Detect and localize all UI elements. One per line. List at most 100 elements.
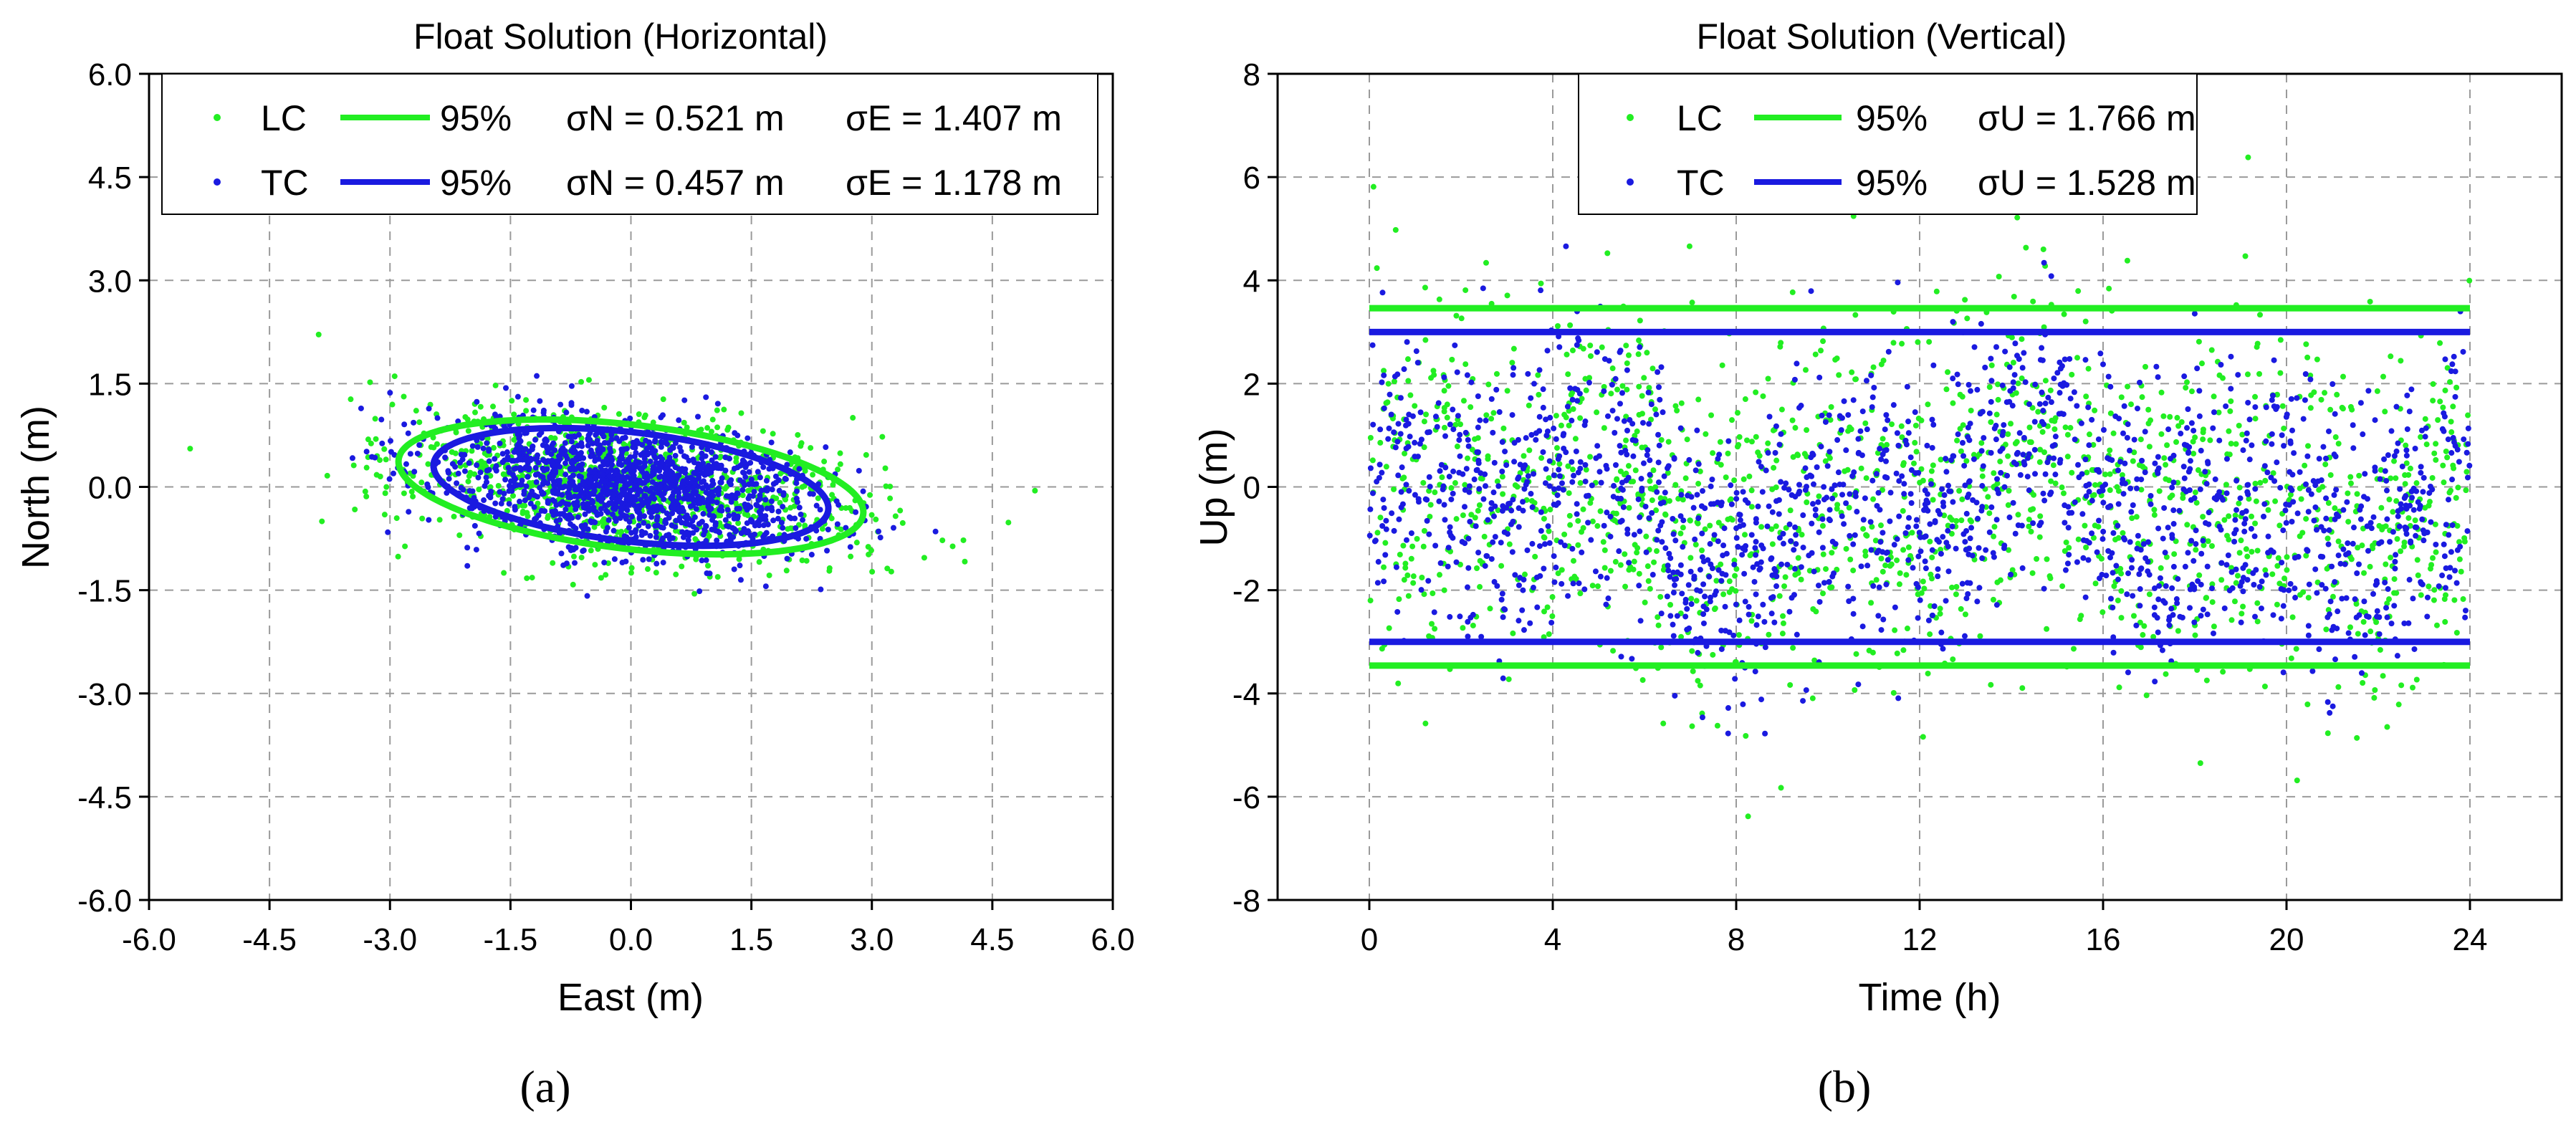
- point-a-tc: [717, 479, 724, 486]
- point-b-tc: [1803, 687, 1809, 694]
- point-a-lc: [490, 403, 497, 410]
- chart-a-ytick-label-4: 0.0: [88, 471, 132, 506]
- point-a-lc: [888, 568, 894, 575]
- point-b-tc: [1915, 469, 1922, 476]
- point-b-lc: [1636, 337, 1642, 344]
- point-b-tc: [2089, 416, 2095, 423]
- point-b-lc: [2174, 415, 2180, 421]
- point-b-tc: [2078, 420, 2084, 426]
- point-b-lc: [2388, 555, 2394, 561]
- point-a-tc: [757, 511, 764, 517]
- point-a-tc: [637, 479, 643, 486]
- point-b-lc: [1687, 555, 1694, 561]
- point-a-tc: [730, 534, 737, 540]
- point-a-lc: [352, 506, 358, 512]
- point-b-lc: [1678, 633, 1685, 640]
- point-b-lc: [1819, 522, 1826, 529]
- point-a-lc: [465, 478, 471, 484]
- point-b-lc: [2303, 552, 2309, 559]
- point-b-lc: [1692, 542, 1699, 548]
- point-a-tc: [540, 407, 547, 413]
- point-b-lc: [1601, 425, 1607, 431]
- point-b-tc: [2051, 375, 2057, 382]
- point-b-lc: [1809, 695, 1816, 702]
- point-a-tc: [633, 449, 639, 456]
- point-a-tc: [760, 516, 767, 522]
- point-b-lc: [1594, 409, 1600, 416]
- point-b-tc: [1657, 396, 1663, 403]
- point-b-tc: [1367, 465, 1374, 471]
- point-b-lc: [1391, 486, 1397, 492]
- point-b-tc: [1692, 467, 1699, 474]
- point-a-tc: [570, 449, 577, 456]
- point-b-lc: [2160, 413, 2167, 419]
- point-b-lc: [1625, 463, 1632, 469]
- point-b-lc: [1918, 590, 1925, 596]
- point-b-lc: [2158, 389, 2165, 396]
- point-a-lc: [490, 445, 497, 451]
- point-b-tc: [2376, 631, 2383, 637]
- point-a-lc: [722, 486, 728, 492]
- point-b-lc: [2086, 431, 2092, 438]
- point-b-lc: [1374, 530, 1381, 536]
- point-b-lc: [1929, 554, 1935, 560]
- point-b-tc: [1907, 454, 1914, 461]
- point-b-tc: [2452, 443, 2458, 449]
- point-a-lc: [487, 484, 494, 490]
- point-b-lc: [2356, 472, 2362, 479]
- point-b-tc: [1569, 417, 1575, 423]
- point-b-tc: [1885, 417, 1891, 423]
- point-a-tc: [466, 488, 473, 494]
- point-b-tc: [1640, 460, 1647, 466]
- point-a-lc: [830, 482, 836, 488]
- point-b-tc: [2185, 406, 2191, 413]
- point-a-lc: [887, 495, 894, 502]
- point-b-lc: [2281, 575, 2288, 582]
- point-a-tc: [474, 444, 481, 450]
- point-a-tc: [653, 534, 659, 540]
- point-b-lc: [1869, 524, 1875, 530]
- point-b-tc: [2350, 445, 2357, 451]
- point-b-lc: [2281, 425, 2287, 431]
- point-a-tc: [532, 456, 538, 462]
- point-b-tc: [1528, 395, 1534, 401]
- point-a-tc: [606, 473, 613, 479]
- point-a-tc: [516, 450, 522, 456]
- point-b-lc: [2042, 378, 2049, 384]
- point-b-lc: [1467, 404, 1474, 411]
- point-a-tc: [698, 464, 704, 471]
- point-b-lc: [1748, 439, 1755, 445]
- point-b-lc: [1658, 644, 1665, 651]
- point-b-lc: [1607, 568, 1614, 574]
- point-a-tc: [764, 505, 770, 512]
- point-b-tc: [2152, 679, 2158, 685]
- point-b-lc: [2332, 505, 2338, 512]
- point-b-lc: [1647, 585, 1653, 592]
- point-b-lc: [1695, 396, 1702, 403]
- point-a-tc: [691, 469, 697, 476]
- point-b-tc: [1961, 462, 1968, 469]
- point-a-lc: [477, 403, 484, 410]
- point-b-lc: [2334, 391, 2340, 398]
- point-b-lc: [1536, 391, 1542, 398]
- point-a-lc: [598, 575, 604, 581]
- point-b-tc: [1700, 620, 1707, 626]
- point-a-lc: [495, 482, 502, 489]
- point-b-tc: [1706, 573, 1713, 580]
- point-b-lc: [1600, 539, 1607, 545]
- point-b-lc: [1617, 562, 1624, 568]
- point-a-lc: [863, 451, 869, 458]
- point-b-tc: [1450, 426, 1457, 433]
- point-b-tc: [1855, 436, 1862, 442]
- point-b-lc: [1623, 437, 1629, 444]
- point-b-lc: [1423, 411, 1430, 418]
- point-a-tc: [509, 458, 515, 464]
- point-b-tc: [1740, 489, 1746, 495]
- point-a-tc: [641, 513, 648, 519]
- point-a-tc: [570, 444, 577, 451]
- point-b-lc: [1485, 381, 1492, 388]
- point-b-lc: [2354, 734, 2360, 741]
- point-b-tc: [1440, 483, 1447, 489]
- point-b-lc: [2015, 512, 2021, 518]
- point-b-tc: [2263, 404, 2269, 411]
